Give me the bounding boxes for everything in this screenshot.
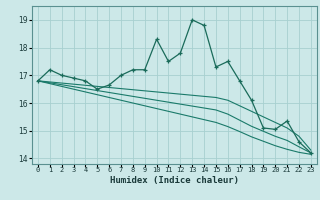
X-axis label: Humidex (Indice chaleur): Humidex (Indice chaleur) <box>110 176 239 185</box>
